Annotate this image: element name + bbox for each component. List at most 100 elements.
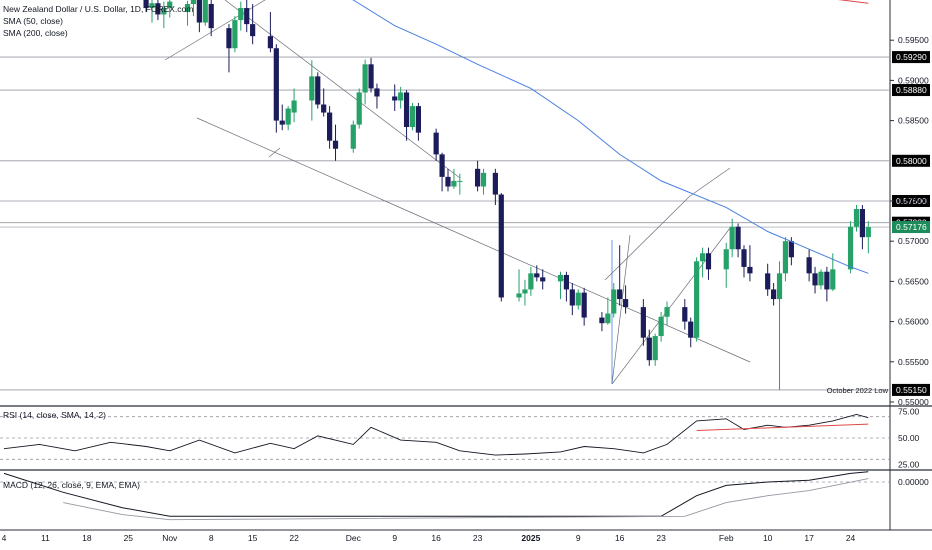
candle-body [184, 4, 191, 13]
candle-body [788, 241, 794, 258]
symbol-title: New Zealand Dollar / U.S. Dollar, 1D, FO… [3, 4, 194, 14]
candle-body [812, 273, 818, 286]
candle-body [409, 106, 416, 128]
candle-body [368, 64, 374, 89]
time-tick-label: Nov [162, 533, 178, 543]
candle-body [480, 172, 487, 187]
macd-legend: MACD (12, 26, close, 9, EMA, EMA) [3, 480, 140, 490]
price-tick-label: 0.56000 [898, 317, 929, 327]
candle-body [392, 96, 398, 101]
level-annotation-label: October 2022 Low [827, 386, 889, 395]
candle-body [534, 273, 540, 278]
candle-body [640, 307, 646, 338]
time-tick-label: 22 [289, 533, 299, 543]
candle-body [824, 271, 830, 290]
macd-line [3, 471, 869, 517]
time-tick-label: 15 [248, 533, 258, 543]
candle-body [581, 292, 587, 318]
candle-body [741, 249, 747, 267]
candle-body [776, 273, 783, 300]
price-tick-label: 0.59500 [898, 35, 929, 45]
candle-body [291, 100, 297, 113]
candle-body [362, 64, 368, 93]
rsi-tick-label: 50.00 [898, 433, 920, 443]
price-level-tag-label: 0.55150 [896, 385, 927, 395]
time-tick-label: 16 [431, 533, 441, 543]
candle-body [457, 180, 463, 182]
candle-body [285, 108, 291, 125]
macd-signal-line [63, 478, 869, 521]
candle-body [859, 209, 865, 238]
candle-body [664, 307, 670, 317]
candle-body [445, 176, 451, 187]
sma200-line [837, 0, 869, 4]
candle-body [806, 257, 812, 274]
time-tick-label: 4 [2, 533, 7, 543]
candle-body [374, 88, 380, 97]
candle-body [853, 209, 860, 227]
candle-body [557, 274, 564, 282]
price-level-tag [892, 51, 930, 64]
price-tick-label: 0.56500 [898, 276, 929, 286]
candle-body [398, 92, 404, 101]
price-level-tag [892, 383, 930, 396]
trendline [689, 167, 731, 197]
time-tick-label: 9 [576, 533, 581, 543]
macd-pane: 0.00000 [0, 471, 929, 521]
candle-body [250, 24, 256, 37]
candle-body [321, 104, 327, 113]
candle-body [782, 241, 789, 274]
rsi-tick-label: 25.00 [898, 460, 920, 470]
time-tick-label: 23 [656, 533, 666, 543]
candle-body [694, 261, 700, 338]
price-level-tag [892, 194, 930, 207]
candle-body [350, 124, 356, 149]
candle-body [522, 289, 528, 294]
candle-body [492, 172, 498, 195]
candle-body [439, 154, 445, 177]
rsi-legend: RSI (14, close, SMA, 14, 2) [3, 410, 106, 420]
candle-body [190, 0, 197, 5]
candle-body [161, 8, 167, 15]
sma50-line [352, 0, 869, 274]
candle-body [682, 307, 688, 322]
candle-body [699, 253, 706, 262]
last-price-tag [892, 221, 930, 234]
candle-body [143, 0, 149, 9]
time-tick-label: 18 [82, 533, 92, 543]
candle-body [658, 316, 664, 337]
candle-body [273, 48, 279, 121]
trendline [268, 147, 281, 158]
price-tick-label: 0.59000 [898, 75, 929, 85]
candle-body [569, 289, 575, 306]
candle-body [611, 289, 617, 314]
price-level-tag-label: 0.58880 [896, 85, 927, 95]
candle-body [830, 269, 836, 290]
rsi-trendline [696, 423, 869, 432]
price-level-tag-label: 0.57500 [896, 196, 927, 206]
candle-body [238, 8, 244, 21]
trendline [196, 117, 751, 363]
axes-layer: 0.59500 0.59000 0.58500 0.57500 0.57000 0.565… [2, 35, 929, 543]
candle-body [747, 266, 753, 274]
candle-body [155, 3, 161, 15]
candle-body [646, 337, 652, 361]
candle-body [623, 299, 629, 308]
candle-body [149, 3, 155, 9]
trendline [611, 234, 631, 385]
candle-body [498, 194, 504, 298]
price-level-tag [892, 154, 930, 167]
candle-body [705, 253, 712, 270]
price-tick-label: 0.55500 [898, 357, 929, 367]
candle-body [818, 271, 824, 286]
candle-body [617, 289, 623, 300]
candle-body [196, 0, 202, 23]
time-tick-label: 16 [615, 533, 625, 543]
sma200-legend: SMA (200, close) [3, 28, 68, 38]
candle-body [451, 180, 457, 187]
price-level-tag-label: 0.58000 [896, 156, 927, 166]
price-level-tag-label: 0.59290 [896, 52, 927, 62]
candle-body [729, 226, 735, 250]
time-tick-label: 17 [804, 533, 814, 543]
